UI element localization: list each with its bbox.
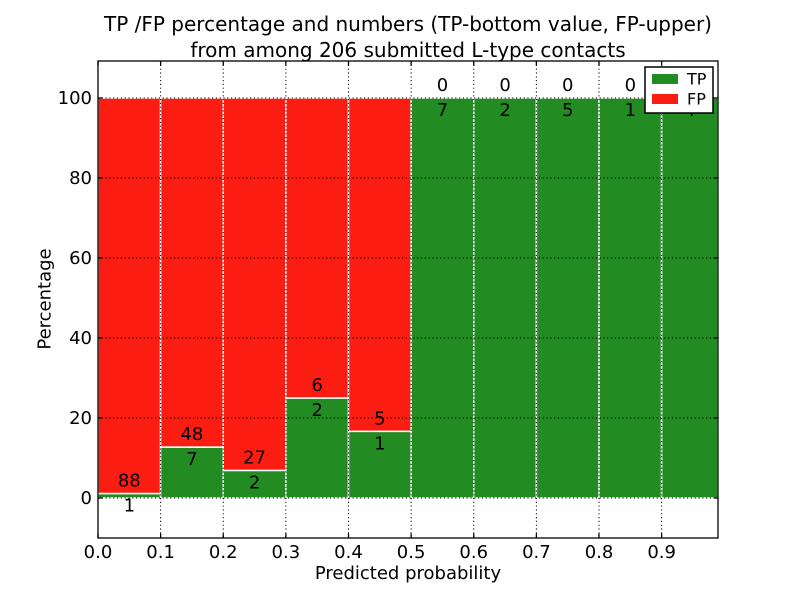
fp-count-label-0: 88 <box>118 471 141 492</box>
bar-segment-tp-3 <box>285 397 350 499</box>
x-tick-label-1: 0.1 <box>146 542 175 563</box>
tp-count-label-0: 1 <box>124 496 135 517</box>
tp-count-label-4: 1 <box>374 433 385 454</box>
y-tick-label-3: 60 <box>69 248 92 269</box>
fp-count-label-2: 27 <box>243 447 266 468</box>
x-tick-label-7: 0.7 <box>522 542 551 563</box>
y-tick-label-5: 100 <box>58 88 92 109</box>
tp-count-label-8: 1 <box>625 100 636 121</box>
bar-segment-fp-1 <box>159 97 225 448</box>
bar-segment-tp-7 <box>535 97 600 499</box>
legend-label-tp: TP <box>686 70 707 89</box>
tp-count-label-2: 2 <box>249 472 260 493</box>
chart-title: TP /FP percentage and numbers (TP-bottom… <box>98 11 718 63</box>
x-tick-label-2: 0.2 <box>209 542 238 563</box>
x-tick-label-0: 0.0 <box>84 542 113 563</box>
bar-segment-fp-3 <box>285 97 350 399</box>
x-tick-label-8: 0.8 <box>585 542 614 563</box>
bar-segment-tp-5 <box>410 97 475 499</box>
bar-segment-tp-1 <box>159 446 225 499</box>
bar-segment-tp-8 <box>598 97 663 499</box>
tp-count-label-7: 5 <box>562 100 573 121</box>
legend-swatch-fp <box>652 94 678 104</box>
plot-border <box>97 60 719 539</box>
x-tick-label-4: 0.4 <box>334 542 363 563</box>
y-tick-label-1: 20 <box>69 408 92 429</box>
fp-count-label-1: 48 <box>180 424 203 445</box>
fp-count-label-8: 0 <box>625 75 636 96</box>
tp-count-label-1: 7 <box>186 449 197 470</box>
x-tick-label-3: 0.3 <box>272 542 301 563</box>
legend-label-fp: FP <box>687 90 706 109</box>
x-tick-label-5: 0.5 <box>397 542 426 563</box>
chart-title-line2: from among 206 submitted L-type contacts <box>190 38 626 62</box>
fp-count-label-6: 0 <box>499 75 510 96</box>
y-axis-label: Percentage <box>34 248 56 350</box>
y-tick-label-2: 40 <box>69 328 92 349</box>
legend-swatch-tp <box>652 74 678 84</box>
bar-segment-fp-4 <box>347 97 412 433</box>
x-tick-label-9: 0.9 <box>647 542 676 563</box>
fp-count-label-4: 5 <box>374 408 385 429</box>
bar-segment-tp-6 <box>473 97 538 499</box>
tp-count-label-5: 7 <box>437 100 448 121</box>
tp-count-label-3: 2 <box>311 400 322 421</box>
y-tick-label-4: 80 <box>69 168 92 189</box>
tp-count-label-6: 2 <box>499 100 510 121</box>
bar-segment-tp-9 <box>660 97 719 499</box>
y-tick-label-0: 0 <box>81 488 92 509</box>
chart-title-line1: TP /FP percentage and numbers (TP-bottom… <box>104 12 712 36</box>
x-tick-label-6: 0.6 <box>459 542 488 563</box>
bar-segment-fp-2 <box>222 97 287 472</box>
fp-count-label-3: 6 <box>311 375 322 396</box>
x-axis-label: Predicted probability <box>314 563 502 584</box>
bar-segment-fp-0 <box>97 97 162 495</box>
fp-count-label-7: 0 <box>562 75 573 96</box>
fp-count-label-5: 0 <box>437 75 448 96</box>
